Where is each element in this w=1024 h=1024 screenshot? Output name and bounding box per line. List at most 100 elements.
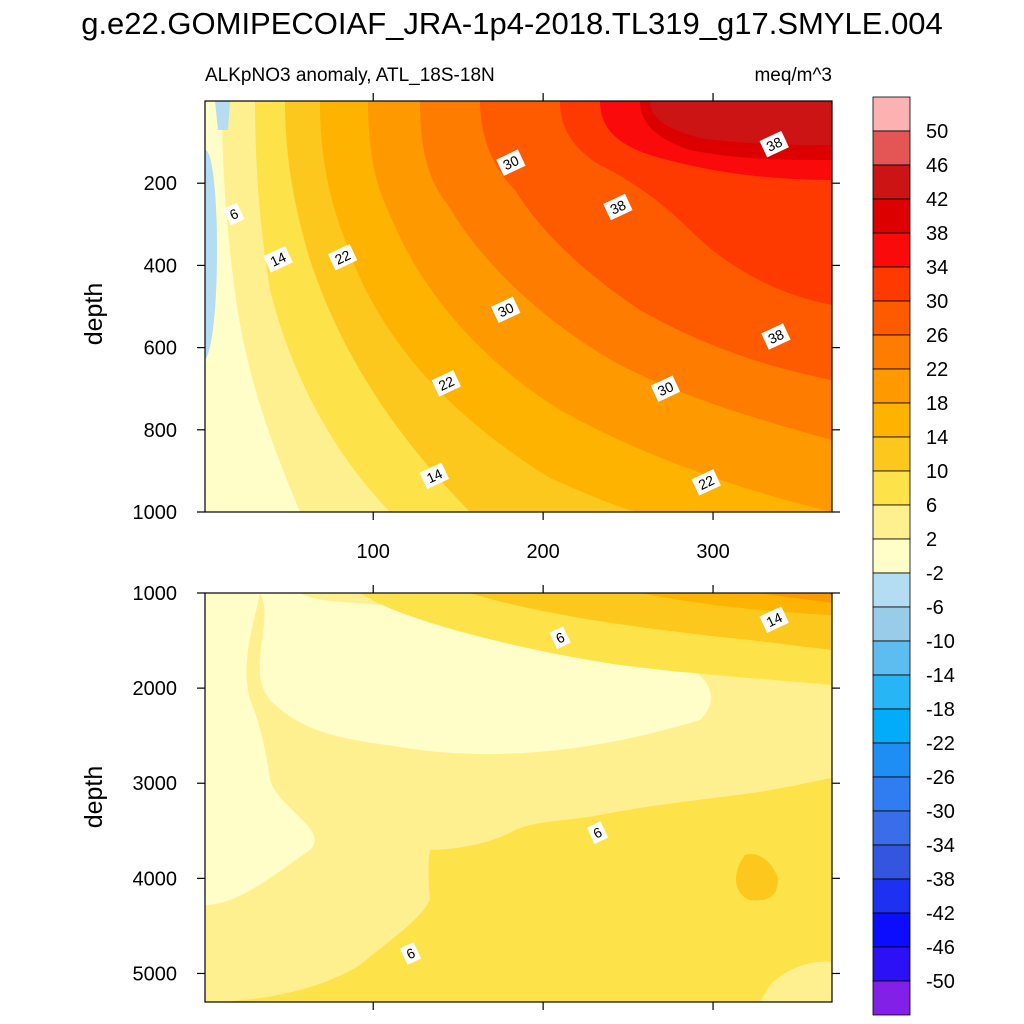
contour-label: 22 xyxy=(327,243,358,271)
contour-label-box xyxy=(603,193,633,221)
colorbar-label: 42 xyxy=(926,189,948,211)
contour-label: 6 xyxy=(400,942,422,965)
fill-band-6-lower-bottom-right xyxy=(760,961,832,1002)
contour-label-text: 30 xyxy=(495,299,516,320)
colorbar-swatch xyxy=(872,470,911,506)
colorbar-label: -30 xyxy=(926,801,955,823)
contour-label: 30 xyxy=(491,296,521,324)
x-tick-label: 200 xyxy=(526,541,559,563)
contour-label: 14 xyxy=(759,606,789,633)
colorbar-label: -18 xyxy=(926,699,955,721)
contour-label-box xyxy=(431,370,461,397)
colorbar-swatch xyxy=(872,742,911,778)
contour-label: 14 xyxy=(263,246,293,273)
colorbar-label: -50 xyxy=(926,971,955,993)
colorbar-swatch xyxy=(872,232,911,268)
lower-axes-frame xyxy=(204,592,833,1003)
colorbar-label: -46 xyxy=(926,937,955,959)
colorbar-swatch xyxy=(872,368,911,404)
x-tick-label: 100 xyxy=(357,541,390,563)
contour-label-box xyxy=(496,149,526,176)
colorbar-label: 26 xyxy=(926,325,948,347)
colorbar-label: 46 xyxy=(926,155,948,177)
colorbar-label: -38 xyxy=(926,869,955,891)
colorbar-swatch xyxy=(872,436,911,472)
colorbar-swatch xyxy=(872,912,911,948)
subtitle-right: meq/m^3 xyxy=(754,65,832,86)
colorbar-swatch xyxy=(872,402,911,438)
colorbar-swatch xyxy=(872,96,911,132)
contour-label-box xyxy=(586,821,609,845)
colorbar-swatch xyxy=(872,198,911,234)
contour-label: 22 xyxy=(431,370,461,397)
colorbar-label: 14 xyxy=(926,427,948,449)
colorbar-swatch xyxy=(872,640,911,676)
y-tick-label: 4000 xyxy=(133,868,178,890)
colorbar-label: 22 xyxy=(926,359,948,381)
contour-label-text: 22 xyxy=(332,247,353,268)
x-tick-label: 300 xyxy=(696,541,729,563)
colorbar-label: -26 xyxy=(926,767,955,789)
colorbar-swatch xyxy=(872,300,911,336)
colorbar-label: 6 xyxy=(926,495,937,517)
contour-label-text: 38 xyxy=(765,326,786,347)
y-tick-label: 200 xyxy=(144,173,177,195)
colorbar-label: -22 xyxy=(926,733,955,755)
colorbar: 50 46 42 38 34 30 26 22 18 14 10 6 2 -2 -6 -10 -14 -18 -22… xyxy=(872,96,955,1016)
colorbar-label: -2 xyxy=(926,563,944,585)
y-axis-label-lower: depth xyxy=(80,766,108,829)
colorbar-label: 34 xyxy=(926,257,948,279)
colorbar-swatch xyxy=(872,708,911,744)
contour-labels: 6 14 22 30 38 38 30 38 22 30 14 22 6 14 6 6 xyxy=(223,130,791,965)
contour-label-text: 14 xyxy=(268,249,289,270)
fill-band-neg2 xyxy=(205,150,217,360)
y-tick-label: 2000 xyxy=(133,678,178,700)
contour-label: 38 xyxy=(603,193,633,221)
y-tick-label: 600 xyxy=(144,338,177,360)
colorbar-label: -42 xyxy=(926,903,955,925)
colorbar-swatch xyxy=(872,776,911,812)
contour-label-text: 30 xyxy=(655,378,676,399)
colorbar-swatch xyxy=(872,946,911,982)
colorbar-label: -6 xyxy=(926,597,944,619)
subtitle-left: ALKpNO3 anomaly, ATL_18S-18N xyxy=(205,65,495,86)
colorbar-label: 18 xyxy=(926,393,948,415)
colorbar-label: -34 xyxy=(926,835,955,857)
contour-label: 6 xyxy=(586,821,609,845)
y-axis-label-upper: depth xyxy=(80,283,108,346)
fill-band-18-lower-top xyxy=(760,593,832,603)
y-tick-label: 1000 xyxy=(133,502,178,524)
y-tick-label: 800 xyxy=(144,420,177,442)
contour-label: 30 xyxy=(496,149,526,176)
upper-plot-area xyxy=(205,101,832,512)
y-tick-label: 400 xyxy=(144,255,177,277)
contour-label-box xyxy=(761,323,791,350)
fill-band-neg2b xyxy=(215,101,230,130)
contour-label-text: 38 xyxy=(607,196,628,217)
contour-label-box xyxy=(691,469,721,496)
contour-label-text: 22 xyxy=(436,373,457,394)
upper-axes-frame xyxy=(204,100,833,513)
contour-label-box xyxy=(759,130,789,158)
fill-band-14-lower-top xyxy=(640,593,832,615)
contour-label: 30 xyxy=(650,375,681,402)
fill-band-46 xyxy=(650,101,832,145)
colorbar-label: 50 xyxy=(926,121,948,143)
y-tick-label: 5000 xyxy=(133,963,178,985)
colorbar-swatch xyxy=(872,334,911,370)
contour-label: 22 xyxy=(691,469,721,496)
colorbar-swatch xyxy=(872,674,911,710)
colorbar-label: 30 xyxy=(926,291,948,313)
colorbar-swatch xyxy=(872,130,911,166)
contour-label-text: 14 xyxy=(764,609,785,630)
colorbar-label: 10 xyxy=(926,461,948,483)
colorbar-swatch xyxy=(872,606,911,642)
colorbar-swatch xyxy=(872,980,911,1016)
colorbar-label: -14 xyxy=(926,665,955,687)
colorbar-swatch xyxy=(872,572,911,608)
contour-label-box xyxy=(759,606,789,633)
y-tick-label: 1000 xyxy=(133,583,178,605)
contour-label-box xyxy=(419,462,450,490)
contour-label: 38 xyxy=(759,130,789,158)
